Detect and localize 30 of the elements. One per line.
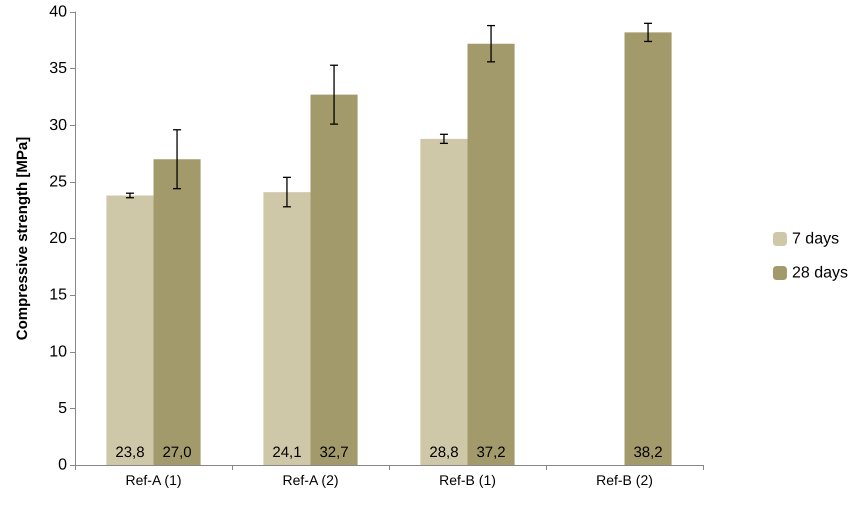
y-axis-title: Compressive strength [MPa] [14,136,31,340]
bar [106,195,154,465]
x-tick-label: Ref-B (2) [596,472,653,488]
x-tick-label: Ref-B (1) [439,472,496,488]
x-tick-label: Ref-A (2) [282,472,339,488]
legend-label: 7 days [792,230,840,248]
y-tick-label: 35 [49,60,68,78]
y-tick-label: 30 [49,116,68,134]
data-label: 28,8 [429,444,459,461]
y-tick-label: 40 [49,4,68,20]
bar [154,159,201,465]
y-tick-label: 10 [49,343,68,360]
bar [420,138,468,465]
y-tick-label: 15 [49,286,68,304]
bar [624,32,672,465]
y-tick-label: 5 [58,400,68,417]
bar [310,94,358,465]
bar [263,192,310,465]
data-label: 32,7 [319,444,349,461]
x-tick-label: Ref-A (1) [125,472,182,488]
y-tick-label: 25 [49,173,68,190]
data-label: 37,2 [476,444,506,461]
data-label: 23,8 [115,444,145,461]
bar [468,44,515,465]
legend-label: 28 days [792,264,848,282]
data-label: 38,2 [633,444,663,461]
data-label: 24,1 [272,444,302,461]
data-label: 27,0 [162,444,192,461]
y-tick-label: 0 [58,456,68,474]
y-tick-label: 20 [49,230,68,247]
